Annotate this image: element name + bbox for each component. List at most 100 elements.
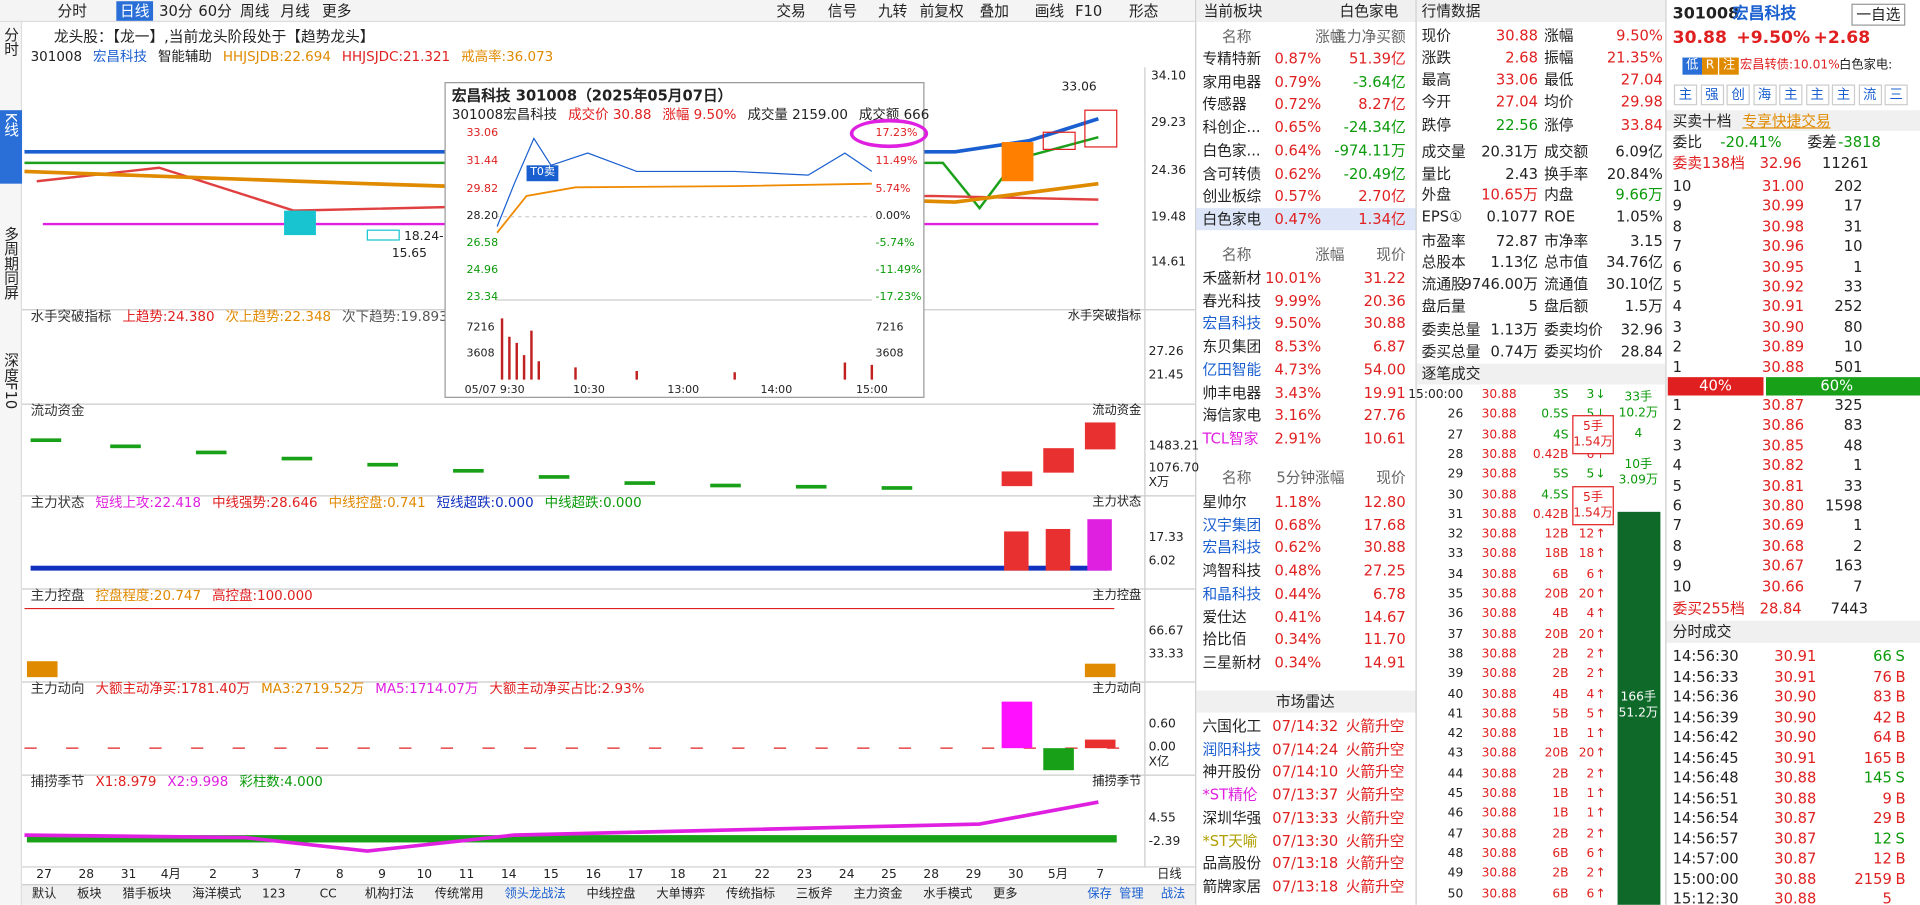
toolbar-button[interactable]: 叠加 xyxy=(979,2,1009,20)
sector-pct: 0.44% xyxy=(1274,585,1322,603)
tick-box-amount: 10.2万 xyxy=(1618,406,1659,421)
sector-value: 11.70 xyxy=(1363,630,1406,648)
price-axis-label: 24.36 xyxy=(1151,164,1187,178)
sector-pct: 10.01% xyxy=(1265,269,1322,287)
sector-name: 爱仕达 xyxy=(1202,607,1247,626)
book-promo[interactable]: 专享快捷交易 xyxy=(1742,112,1831,130)
sector-pct: 0.47% xyxy=(1274,210,1322,228)
bottom-tab[interactable]: 大单博弈 xyxy=(656,887,706,902)
quick-button[interactable]: 三 xyxy=(1884,83,1908,105)
bottom-tab[interactable]: 中线控盘 xyxy=(586,887,636,902)
tick-price: 30.88 xyxy=(1481,587,1517,602)
side-tab[interactable]: K线 xyxy=(2,112,20,137)
side-tab[interactable]: 分时 xyxy=(2,26,20,57)
quote-label: 流通值 xyxy=(1544,275,1589,293)
tick-count: 3 xyxy=(1586,388,1595,402)
quick-button[interactable]: 流 xyxy=(1858,83,1882,105)
toolbar-button[interactable]: 交易 xyxy=(776,2,806,20)
watch-button[interactable]: 一自选 xyxy=(1851,3,1906,26)
toolbar-button[interactable]: 月线 xyxy=(280,2,310,20)
quick-button[interactable]: 海 xyxy=(1752,83,1777,105)
bottom-tab[interactable]: 传统常用 xyxy=(434,887,484,902)
book-level: 8 xyxy=(1672,537,1683,555)
quick-button[interactable]: 主 xyxy=(1673,83,1698,105)
column-head: 名称 xyxy=(1222,246,1252,264)
quick-button[interactable]: 主 xyxy=(1831,83,1856,105)
bottom-tab[interactable]: 三板斧 xyxy=(795,887,833,902)
toolbar-button[interactable]: 九转 xyxy=(877,2,908,20)
book-price: 30.92 xyxy=(1762,277,1805,296)
radar-name: 神开股份 xyxy=(1202,763,1262,781)
radar-event: 火箭升空 xyxy=(1345,809,1405,827)
date-label: 21 xyxy=(712,868,728,882)
stock-price: 30.88 xyxy=(1672,28,1727,48)
toolbar-button[interactable]: 60分 xyxy=(198,2,232,20)
tick-time: 33 xyxy=(1447,547,1464,562)
bottom-tab[interactable]: CC xyxy=(319,887,337,902)
toolbar-button[interactable]: 信号 xyxy=(827,2,858,20)
tick-time: 47 xyxy=(1447,827,1464,841)
quote-value: 34.76亿 xyxy=(1606,253,1663,271)
quote-label: 市净率 xyxy=(1544,232,1589,250)
toolbar-button[interactable]: 日线 xyxy=(116,1,154,21)
panel-header: 分时成交 xyxy=(1672,623,1732,641)
sector-value: -3.64亿 xyxy=(1352,73,1406,91)
book-price: 30.87 xyxy=(1762,396,1805,414)
bottom-tab[interactable]: 传统指标 xyxy=(726,887,776,902)
book-diff-label: 委差 xyxy=(1807,133,1837,151)
tick-box-lots: 4 xyxy=(1634,427,1643,441)
toolbar-button[interactable]: 前复权 xyxy=(919,2,964,20)
quote-value: 5 xyxy=(1528,297,1538,315)
tick-volume: 20B xyxy=(1544,747,1569,761)
tick-volume: 4B xyxy=(1552,607,1569,622)
trade-time: 14:56:30 xyxy=(1672,647,1739,665)
sector-value: 30.88 xyxy=(1363,315,1406,333)
toolbar-button[interactable]: 形态 xyxy=(1128,2,1159,20)
toolbar-button[interactable]: 30分 xyxy=(159,2,193,20)
bottom-tab[interactable]: 领头龙战法 xyxy=(504,887,566,902)
trade-side: S xyxy=(1895,768,1905,787)
toolbar-button[interactable]: 更多 xyxy=(322,2,352,20)
quote-label: 委买均价 xyxy=(1544,342,1603,361)
label: 成交量 2159.00 xyxy=(747,106,848,123)
side-tab[interactable]: 深度F10 xyxy=(2,352,20,410)
bottom-tab[interactable]: 123 xyxy=(262,887,286,902)
bottom-tab[interactable]: 更多 xyxy=(993,887,1018,902)
book-volume: 17 xyxy=(1843,197,1863,215)
stock-tag: R xyxy=(1702,57,1718,75)
quote-value: 2.43 xyxy=(1505,165,1538,183)
sector-pct: 0.57% xyxy=(1274,187,1322,205)
tick-time: 30 xyxy=(1447,487,1464,502)
sector-name: 宏昌科技 xyxy=(1202,315,1262,333)
bottom-button[interactable]: 管理 xyxy=(1119,887,1144,902)
toolbar-button[interactable]: 分时 xyxy=(57,2,87,20)
bottom-tab[interactable]: 水手模式 xyxy=(923,887,973,902)
quick-button[interactable]: 强 xyxy=(1700,83,1724,105)
trade-price: 30.87 xyxy=(1774,809,1817,827)
bottom-tab[interactable]: 主力资金 xyxy=(853,887,903,902)
tick-time: 34 xyxy=(1447,567,1464,582)
quick-button[interactable]: 主 xyxy=(1779,83,1803,105)
bottom-tab[interactable]: 板块 xyxy=(77,887,102,902)
side-tab[interactable]: 多周期同屏 xyxy=(2,226,20,301)
trade-volume: 76 xyxy=(1873,667,1892,686)
bottom-tab[interactable]: 机构打法 xyxy=(364,887,414,902)
bottom-button[interactable]: 保存 xyxy=(1087,887,1112,902)
toolbar-button[interactable]: 周线 xyxy=(240,2,270,20)
quick-button[interactable]: 主 xyxy=(1805,83,1829,105)
popup-mark: T0卖 xyxy=(526,164,559,181)
bottom-button[interactable]: 战法 xyxy=(1160,887,1186,902)
quote-value: 72.87 xyxy=(1495,232,1538,250)
toolbar-button[interactable]: 画线 xyxy=(1034,2,1065,20)
sector-name: 创业板综 xyxy=(1202,187,1262,205)
toolbar-button[interactable]: F10 xyxy=(1075,2,1103,20)
sector-name: 专精特新 xyxy=(1202,50,1262,68)
tick-count: 20 xyxy=(1578,587,1595,602)
quick-button[interactable]: 创 xyxy=(1726,83,1750,105)
bottom-tab[interactable]: 默认 xyxy=(31,887,57,902)
price-axis-label: 19.48 xyxy=(1151,210,1187,225)
bottom-tab[interactable]: 猎手板块 xyxy=(122,887,172,902)
sector-pct: 0.34% xyxy=(1274,630,1322,648)
bottom-tab[interactable]: 海洋模式 xyxy=(192,887,242,902)
axis-label: 1483.21 xyxy=(1148,439,1200,454)
